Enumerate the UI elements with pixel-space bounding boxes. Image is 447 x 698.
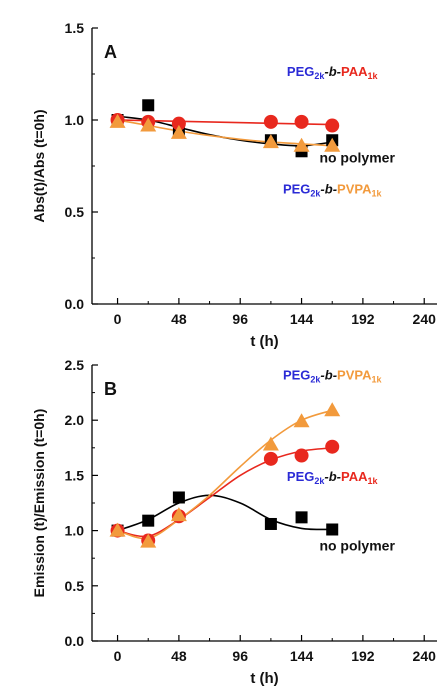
panel-label: A	[104, 42, 117, 62]
pvpa-legend-label: PEG2k-b-PVPA1k	[283, 367, 383, 384]
y-tick-label: 0.5	[65, 204, 85, 220]
no_polymer-data-point	[142, 99, 155, 112]
x-tick-label: 240	[413, 311, 437, 327]
y-tick-label: 0.0	[65, 296, 85, 312]
pvpa-legend-label: PEG2k-b-PVPA1k	[283, 182, 383, 199]
no-polymer-label: no polymer	[319, 537, 395, 553]
paa-data-point	[294, 114, 309, 129]
y-axis-title: Emission (t)/Emission (t=0h)	[31, 409, 47, 598]
pvpa-data-point	[109, 113, 126, 128]
x-tick-label: 0	[114, 648, 122, 664]
panel-label: B	[104, 379, 117, 399]
y-axis-title: Abs(t)/Abs (t=0h)	[31, 109, 47, 222]
y-tick-label: 1.5	[65, 20, 85, 36]
paa-legend-label: PEG2k-b-PAA1k	[287, 469, 379, 486]
panel-a: 0.0 0.5 1.0 1.5 0 48 96 144 192 240 t (h) Abs(t)/Ab…	[31, 20, 437, 350]
x-tick-label: 240	[413, 648, 437, 664]
pvpa-data-point	[140, 117, 157, 132]
paa-data-point	[325, 118, 340, 133]
pvpa-data-point	[140, 533, 157, 548]
x-tick-label: 144	[290, 648, 314, 664]
y-tick-label: 2.0	[65, 412, 85, 428]
x-axis-title: t (h)	[250, 670, 278, 687]
x-tick-label: 96	[232, 648, 248, 664]
pvpa-data-point	[170, 507, 187, 522]
y-tick-label: 1.0	[65, 112, 85, 128]
x-tick-label: 48	[171, 648, 187, 664]
paa-data-point	[263, 114, 278, 129]
no_polymer-data-point	[295, 511, 308, 524]
panel-b: 0.0 0.5 1.0 1.5 2.0 2.5 0 48 96 144 192 240 t (h) Emi…	[31, 357, 437, 687]
paa-data-point	[171, 116, 186, 131]
x-axis-title: t (h)	[250, 333, 278, 350]
y-tick-label: 2.5	[65, 357, 85, 373]
paa-data-point	[263, 451, 278, 466]
no-polymer-label: no polymer	[319, 149, 395, 165]
pvpa-data-point	[293, 137, 310, 152]
x-tick-label: 48	[171, 311, 187, 327]
paa-data-point	[325, 439, 340, 454]
pvpa-data-point	[109, 522, 126, 537]
pvpa-data-point	[324, 402, 341, 417]
no_polymer-data-point	[264, 517, 277, 530]
pvpa-data-point	[324, 137, 341, 152]
no_polymer-data-point	[172, 491, 185, 504]
paa-legend-label: PEG2k-b-PAA1k	[287, 64, 379, 81]
y-tick-label: 0.5	[65, 578, 85, 594]
x-tick-label: 96	[232, 311, 248, 327]
no_polymer-data-point	[142, 514, 155, 527]
x-tick-label: 192	[351, 648, 375, 664]
pvpa-data-point	[262, 134, 279, 149]
y-tick-label: 0.0	[65, 633, 85, 649]
y-tick-label: 1.0	[65, 523, 85, 539]
x-tick-label: 192	[351, 311, 375, 327]
x-tick-label: 144	[290, 311, 314, 327]
y-tick-label: 1.5	[65, 467, 85, 483]
pvpa-data-point	[170, 124, 187, 139]
x-tick-label: 0	[114, 311, 122, 327]
pvpa-data-point	[293, 413, 310, 428]
pvpa-data-point	[262, 436, 279, 451]
paa-data-point	[294, 448, 309, 463]
no_polymer-data-point	[326, 523, 339, 536]
